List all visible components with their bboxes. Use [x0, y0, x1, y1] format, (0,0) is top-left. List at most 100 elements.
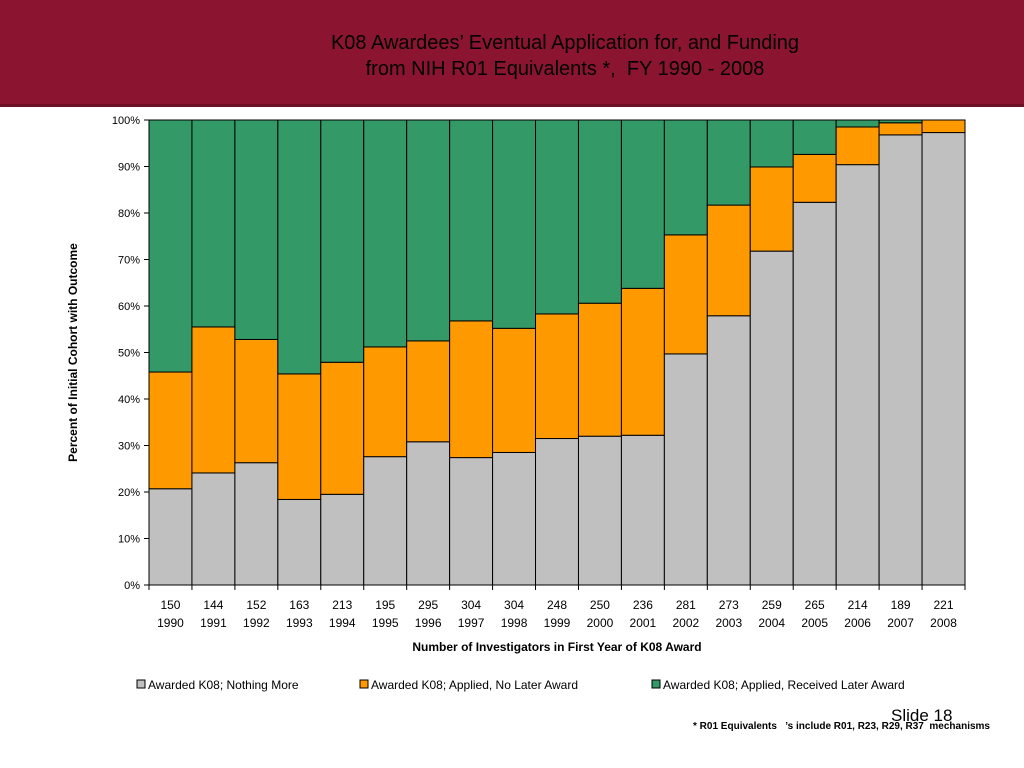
bar-segment-2002-series-1 [663, 353, 708, 586]
bar-segment-1999-series-1 [535, 438, 579, 586]
x-count-label: 236 [633, 598, 653, 612]
bar-segment-1992-series-3 [234, 119, 279, 340]
bar-segment-1996-series-3 [406, 119, 451, 342]
x-count-label: 265 [805, 598, 825, 612]
slide-title-line-2: from NIH R01 Equivalents *, FY 1990 - 20… [365, 58, 765, 80]
x-count-label: 221 [934, 598, 954, 612]
bar-segment-2005-series-1 [792, 201, 837, 586]
bar-segment-1992-series-2 [234, 338, 279, 464]
footnote: * R01 Equivalents ’s include R01, R23, R… [693, 721, 990, 732]
y-tick-label: 40% [118, 394, 140, 406]
bar-segment-2004-series-1 [749, 250, 794, 586]
bar-segment-1997-series-2 [449, 320, 494, 459]
x-year-label: 1999 [544, 616, 571, 630]
bar-segment-1991-series-2 [191, 326, 236, 474]
bar-segment-1990-series-3 [148, 119, 193, 373]
x-year-label: 2001 [630, 616, 657, 630]
y-tick-label: 70% [118, 255, 140, 267]
x-year-label: 2004 [758, 616, 785, 630]
x-count-label: 273 [719, 598, 739, 612]
x-year-label: 2005 [801, 616, 828, 630]
x-count-label: 259 [762, 598, 782, 612]
bar-segment-1995-series-1 [363, 456, 408, 586]
y-tick-label: 10% [118, 534, 140, 546]
x-count-label: 250 [590, 598, 610, 612]
x-year-label: 1994 [329, 616, 356, 630]
bar-segment-1992-series-1 [234, 462, 279, 586]
x-count-label: 163 [289, 598, 309, 612]
x-count-label: 144 [203, 598, 223, 612]
bar-segment-1995-series-2 [363, 346, 408, 458]
bar-segment-2008-series-1 [921, 132, 966, 586]
bar-segment-1993-series-1 [277, 498, 322, 586]
bar-segment-1994-series-2 [320, 361, 365, 495]
x-year-label: 2006 [844, 616, 871, 630]
bar-segment-1993-series-3 [277, 119, 322, 375]
x-year-label: 2007 [887, 616, 914, 630]
bar-segment-1990-series-1 [148, 488, 193, 586]
slide-title-line-1: K08 Awardees’ Eventual Application for, … [330, 32, 800, 54]
bar-segment-1995-series-3 [363, 119, 408, 348]
bar-segment-1999-series-2 [535, 313, 579, 440]
title-banner [0, 0, 1024, 107]
bar-segment-2001-series-2 [620, 287, 665, 436]
bar-segment-2003-series-3 [706, 119, 751, 206]
x-count-label: 152 [246, 598, 266, 612]
y-tick-label: 0% [124, 580, 140, 592]
bar-segment-2003-series-2 [706, 204, 751, 317]
bar-segment-2000-series-2 [577, 302, 622, 437]
x-count-label: 304 [504, 598, 524, 612]
bar-segment-1999-series-3 [535, 119, 579, 315]
bar-segment-2001-series-1 [620, 434, 665, 586]
bar-segment-1998-series-2 [492, 327, 537, 453]
x-year-label: 1997 [458, 616, 485, 630]
y-tick-label: 50% [118, 348, 140, 360]
bar-segment-2007-series-1 [878, 134, 923, 586]
bar-segment-2006-series-3 [835, 119, 880, 128]
bar-segment-1994-series-3 [320, 119, 365, 363]
x-count-label: 248 [547, 598, 567, 612]
y-tick-label: 100% [112, 115, 140, 127]
y-tick-label: 90% [118, 162, 140, 174]
x-year-label: 1990 [157, 616, 184, 630]
legend-swatch-series-3 [651, 679, 661, 689]
y-tick-label: 20% [118, 487, 140, 499]
legend-label-series-2: Awarded K08; Applied, No Later Award [371, 678, 578, 692]
x-count-label: 189 [891, 598, 911, 612]
x-year-label: 1992 [243, 616, 270, 630]
bar-segment-2001-series-3 [620, 119, 665, 289]
y-axis-title: Percent of Initial Cohort with Outcome [66, 243, 80, 462]
x-year-label: 2000 [587, 616, 614, 630]
bar-segment-1991-series-1 [191, 472, 236, 586]
bar-segment-1993-series-2 [277, 373, 322, 500]
bar-segment-2005-series-3 [792, 119, 837, 155]
bar-segment-2006-series-1 [835, 164, 880, 586]
bar-segment-2008-series-2 [921, 119, 966, 134]
x-count-label: 304 [461, 598, 481, 612]
bar-segment-2007-series-3 [878, 119, 923, 124]
y-tick-label: 60% [118, 301, 140, 313]
bar-segment-2003-series-1 [706, 315, 751, 586]
bar-segment-2007-series-2 [878, 122, 923, 136]
x-axis-title: Number of Investigators in First Year of… [412, 640, 701, 654]
bar-segment-1998-series-3 [492, 119, 537, 329]
bar-segment-1997-series-1 [449, 457, 494, 586]
slide-title: K08 Awardees’ Eventual Application for, … [200, 30, 930, 82]
bar-segment-2004-series-3 [749, 119, 794, 168]
bar-segment-1996-series-1 [406, 441, 451, 586]
slide-number: Slide 18 [891, 706, 953, 725]
x-count-label: 281 [676, 598, 696, 612]
legend-swatch-series-1 [136, 679, 146, 689]
x-year-label: 1993 [286, 616, 313, 630]
bar-segment-2006-series-2 [835, 126, 880, 166]
bar-segment-1991-series-3 [191, 119, 236, 328]
bar-segment-2005-series-2 [792, 153, 837, 203]
x-year-label: 2003 [715, 616, 742, 630]
x-count-label: 195 [375, 598, 395, 612]
x-count-label: 213 [332, 598, 352, 612]
legend-swatch-series-2 [359, 679, 369, 689]
legend-label-series-3: Awarded K08; Applied, Received Later Awa… [663, 678, 905, 692]
bar-segment-1997-series-3 [449, 119, 494, 322]
x-year-label: 2002 [672, 616, 699, 630]
